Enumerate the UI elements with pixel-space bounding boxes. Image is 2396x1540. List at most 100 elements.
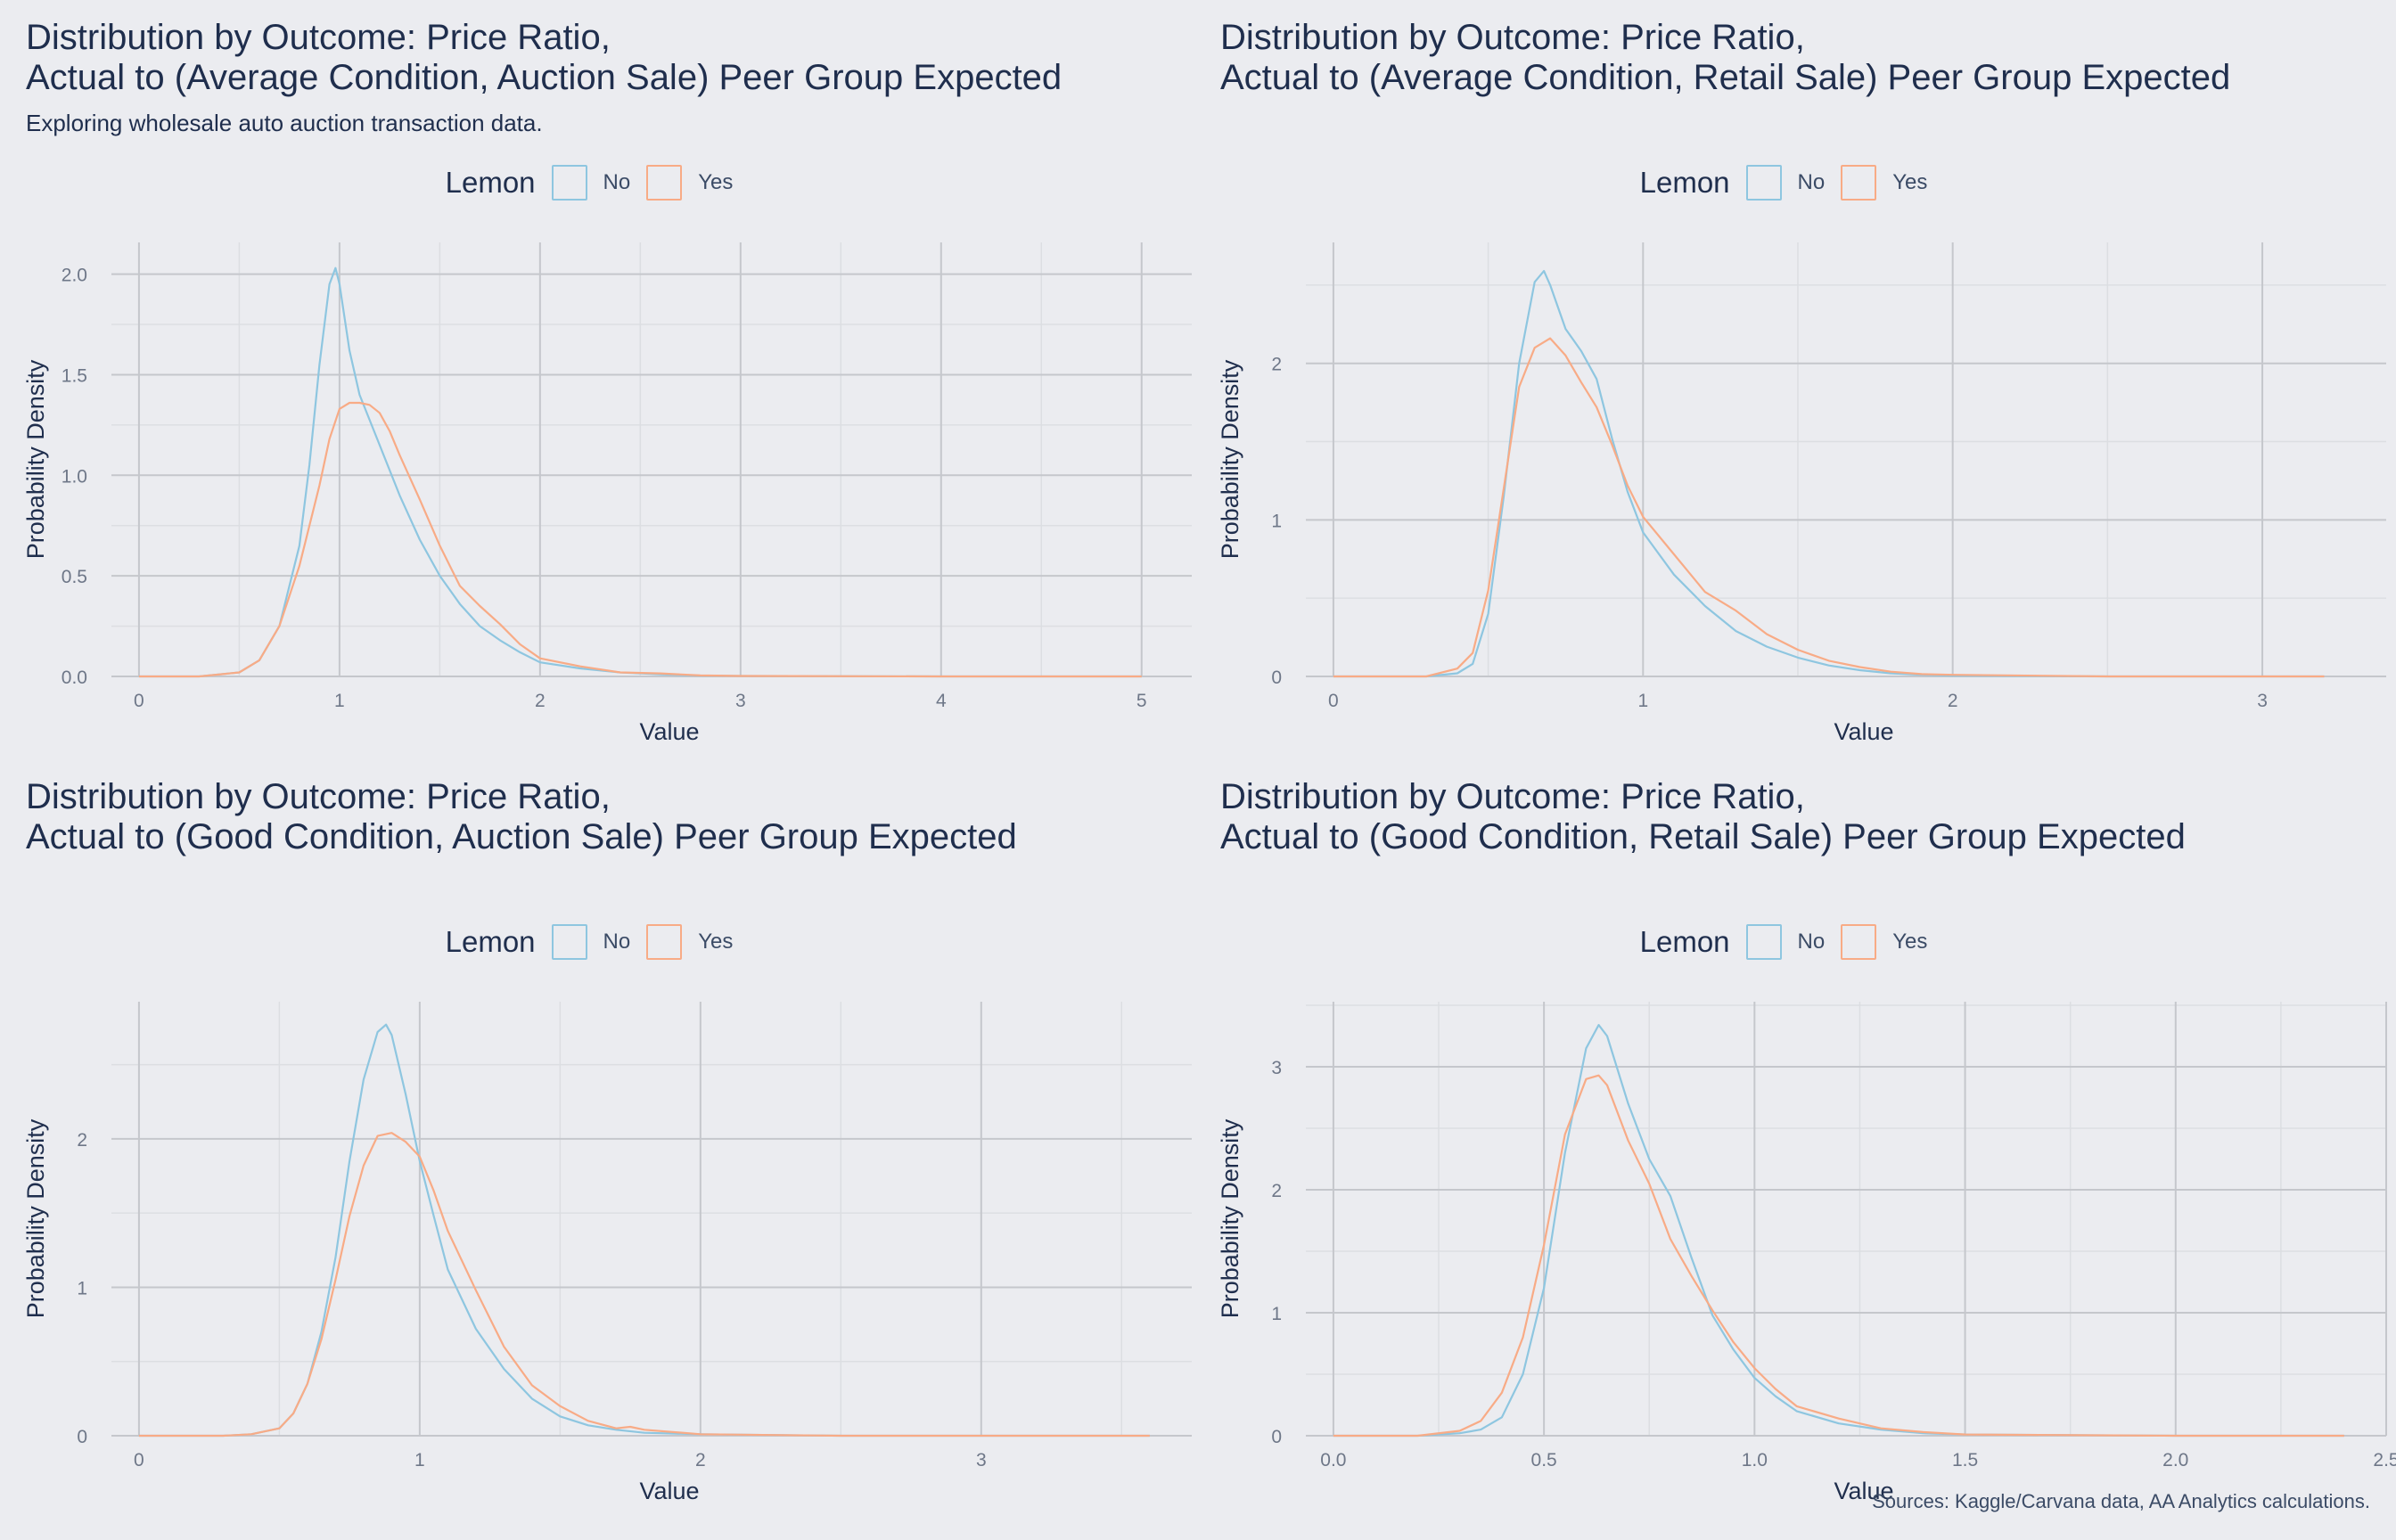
chart-title: Distribution by Outcome: Price Ratio, Ac… <box>26 18 1062 98</box>
legend-label-no: No <box>1797 930 1826 954</box>
x-axis-title: Value <box>639 718 699 745</box>
plot-area: 0 1 2 3 0 1 2 Value Probability Density <box>22 1002 1192 1504</box>
x-tick-label: 2.0 <box>2162 1450 2188 1470</box>
series-line-yes <box>138 1132 1150 1438</box>
legend-title: Lemon <box>1639 925 1730 958</box>
chart-title-line: Distribution by Outcome: Price Ratio, <box>1220 18 1805 57</box>
legend-label-no: No <box>603 930 631 954</box>
y-tick-label: 1 <box>1271 1304 1282 1324</box>
chart-panel-4: Distribution by Outcome: Price Ratio, Ac… <box>1194 759 2396 1517</box>
legend-label-yes: Yes <box>698 930 734 954</box>
legend-key-no <box>1745 924 1782 960</box>
legend-key-yes <box>1841 924 1877 960</box>
x-tick-label: 0 <box>134 691 144 711</box>
series-line-no <box>1333 1024 2344 1438</box>
x-tick-label: 3 <box>2257 691 2268 711</box>
y-tick-label: 2 <box>1271 355 1282 375</box>
legend-item-no[interactable]: No <box>551 924 631 960</box>
series-line-yes <box>138 401 1142 678</box>
legend-title: Lemon <box>445 166 536 199</box>
x-tick-label: 4 <box>936 691 947 711</box>
x-tick-label: 2.5 <box>2373 1450 2396 1470</box>
x-tick-label: 1 <box>1637 691 1648 711</box>
y-tick-label: 1 <box>1271 511 1282 531</box>
legend-item-no[interactable]: No <box>551 165 631 201</box>
y-tick-label: 1.5 <box>62 365 87 386</box>
legend-label-yes: Yes <box>698 170 734 194</box>
x-tick-label: 0 <box>1328 691 1339 711</box>
legend-item-yes[interactable]: Yes <box>646 165 733 201</box>
legend-key-no <box>1745 165 1782 201</box>
y-axis-title: Probability Density <box>1217 359 1243 559</box>
y-axis-title: Probability Density <box>22 1118 49 1318</box>
chart-title-line: Distribution by Outcome: Price Ratio, <box>1220 777 1805 816</box>
chart-title: Distribution by Outcome: Price Ratio, Ac… <box>1220 777 2186 857</box>
legend-label-no: No <box>1797 170 1826 194</box>
legend-item-no[interactable]: No <box>1745 165 1826 201</box>
chart-title-line: Actual to (Average Condition, Retail Sal… <box>1220 58 2231 97</box>
y-tick-label: 2 <box>1271 1181 1282 1201</box>
x-tick-label: 2 <box>535 691 546 711</box>
legend-label-no: No <box>603 170 631 194</box>
chart-title-line: Distribution by Outcome: Price Ratio, <box>26 777 611 816</box>
chart-panel-2: Distribution by Outcome: Price Ratio, Ac… <box>1194 0 2389 758</box>
chart-title: Distribution by Outcome: Price Ratio, Ac… <box>26 777 1017 857</box>
chart-panel-1: Distribution by Outcome: Price Ratio, Ac… <box>0 0 1194 758</box>
density-plot: 0 1 2 3 0 1 2 Value Probability Density <box>1217 242 2386 745</box>
y-tick-label: 3 <box>1271 1058 1282 1078</box>
chart-title-line: Actual to (Good Condition, Retail Sale) … <box>1220 817 2186 856</box>
legend: Lemon No Yes <box>0 924 1194 960</box>
plot-area: 0 1 2 3 0 1 2 Value Probability Density <box>1217 242 2386 745</box>
chart-title: Distribution by Outcome: Price Ratio, Ac… <box>1220 18 2230 98</box>
legend-title: Lemon <box>445 925 536 958</box>
legend: Lemon No Yes <box>1194 924 2389 960</box>
x-tick-label: 0.5 <box>1531 1450 1557 1470</box>
x-tick-label: 1.5 <box>1952 1450 1978 1470</box>
y-tick-label: 1.0 <box>62 466 87 487</box>
series-line-no <box>138 1023 1150 1438</box>
source-note: Sources: Kaggle/Carvana data, AA Analyti… <box>1872 1490 2370 1512</box>
chart-title-line: Actual to (Average Condition, Auction Sa… <box>26 58 1063 97</box>
density-plot: 0.0 0.5 1.0 1.5 2.0 2.5 0 1 2 3 Value Probability D… <box>1217 1002 2396 1504</box>
y-tick-label: 2 <box>77 1130 87 1151</box>
y-tick-label: 0 <box>1271 668 1282 688</box>
x-tick-label: 0.0 <box>1320 1450 1346 1470</box>
density-plot: 0 1 2 3 0 1 2 Value Probability Density <box>22 1002 1192 1504</box>
y-tick-label: 0.0 <box>62 668 87 688</box>
chart-subtitle: Exploring wholesale auto auction transac… <box>26 110 543 136</box>
legend-label-yes: Yes <box>1892 170 1928 194</box>
x-tick-label: 1 <box>334 691 345 711</box>
plot-area: 0.0 0.5 1.0 1.5 2.0 2.5 0 1 2 3 Value Probability D… <box>1217 1002 2396 1504</box>
legend-item-yes[interactable]: Yes <box>1841 924 1927 960</box>
x-axis-title: Value <box>639 1478 699 1504</box>
legend-item-yes[interactable]: Yes <box>646 924 733 960</box>
x-tick-label: 5 <box>1136 691 1147 711</box>
x-tick-label: 3 <box>976 1450 987 1470</box>
legend-item-no[interactable]: No <box>1745 924 1826 960</box>
y-tick-label: 2.0 <box>62 266 87 286</box>
chart-title-line: Actual to (Good Condition, Auction Sale)… <box>26 817 1017 856</box>
legend-label-yes: Yes <box>1892 930 1928 954</box>
chart-panel-3: Distribution by Outcome: Price Ratio, Ac… <box>0 759 1194 1517</box>
legend-key-no <box>551 165 587 201</box>
y-axis-title: Probability Density <box>1217 1118 1243 1318</box>
chart-title-line: Distribution by Outcome: Price Ratio, <box>26 18 611 57</box>
y-tick-label: 0.5 <box>62 567 87 587</box>
legend-title: Lemon <box>1639 166 1730 199</box>
y-tick-label: 1 <box>77 1278 87 1298</box>
x-axis-title: Value <box>1834 718 1893 745</box>
legend-key-yes <box>1841 165 1877 201</box>
x-tick-label: 0 <box>134 1450 144 1470</box>
legend-item-yes[interactable]: Yes <box>1841 165 1927 201</box>
series-line-yes <box>1333 1074 2344 1438</box>
series-line-yes <box>1333 337 2325 678</box>
legend: Lemon No Yes <box>0 165 1194 201</box>
x-tick-label: 2 <box>1948 691 1958 711</box>
legend-key-yes <box>646 924 683 960</box>
x-tick-label: 3 <box>735 691 746 711</box>
y-axis-title: Probability Density <box>22 359 49 559</box>
legend-key-yes <box>646 165 683 201</box>
density-plot: 0 1 2 3 4 5 0.0 0.5 1.0 1.5 2.0 Value Probability De… <box>22 242 1192 745</box>
y-tick-label: 0 <box>77 1427 87 1447</box>
x-tick-label: 1 <box>414 1450 425 1470</box>
